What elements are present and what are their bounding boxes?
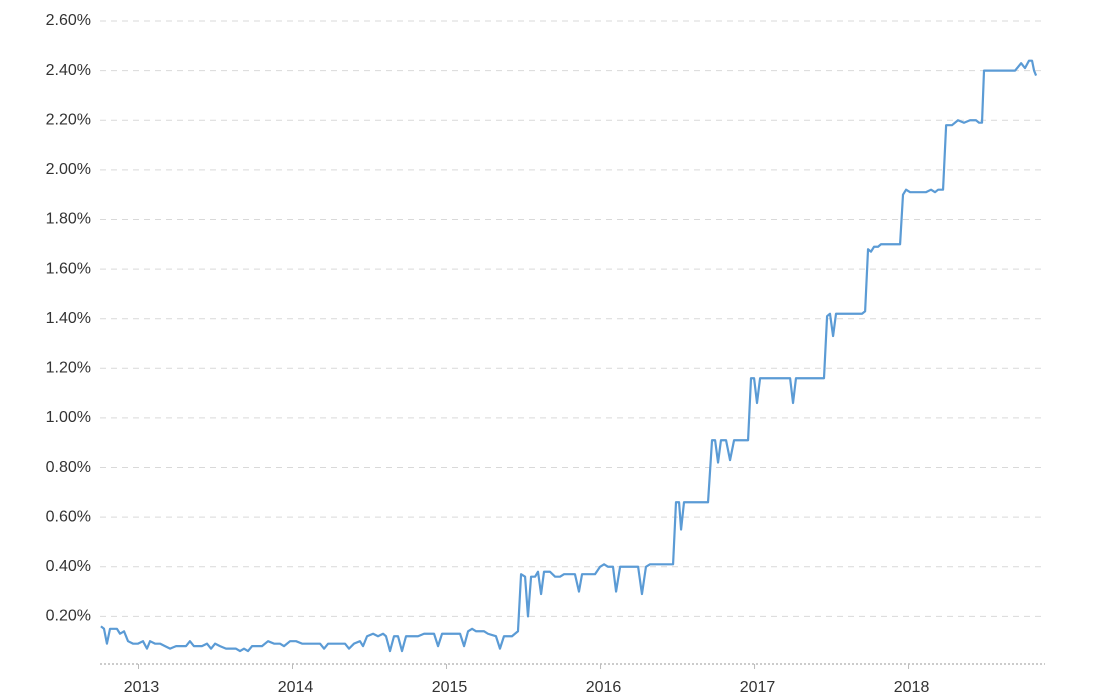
y-tick-label: 0.20% [46, 608, 91, 625]
x-tick-label: 2017 [740, 679, 776, 696]
y-tick-label: 2.60% [46, 12, 91, 29]
y-tick-label: 2.40% [46, 62, 91, 79]
y-tick-label: 0.80% [46, 459, 91, 476]
x-tick-label: 2018 [894, 679, 930, 696]
data-line [100, 59, 1038, 653]
y-tick-label: 2.20% [46, 111, 91, 128]
x-tick-label: 2016 [586, 679, 622, 696]
y-tick-label: 0.40% [46, 558, 91, 575]
y-tick-label: 2.00% [46, 161, 91, 178]
x-tick-label: 2014 [278, 679, 314, 696]
y-tick-label: 0.60% [46, 508, 91, 525]
y-tick-label: 1.40% [46, 310, 91, 327]
y-tick-label: 1.20% [46, 360, 91, 377]
y-tick-label: 1.60% [46, 260, 91, 277]
y-tick-label: 1.80% [46, 211, 91, 228]
x-tick-label: 2015 [432, 679, 468, 696]
x-tick-label: 2013 [124, 679, 160, 696]
y-tick-label: 1.00% [46, 409, 91, 426]
